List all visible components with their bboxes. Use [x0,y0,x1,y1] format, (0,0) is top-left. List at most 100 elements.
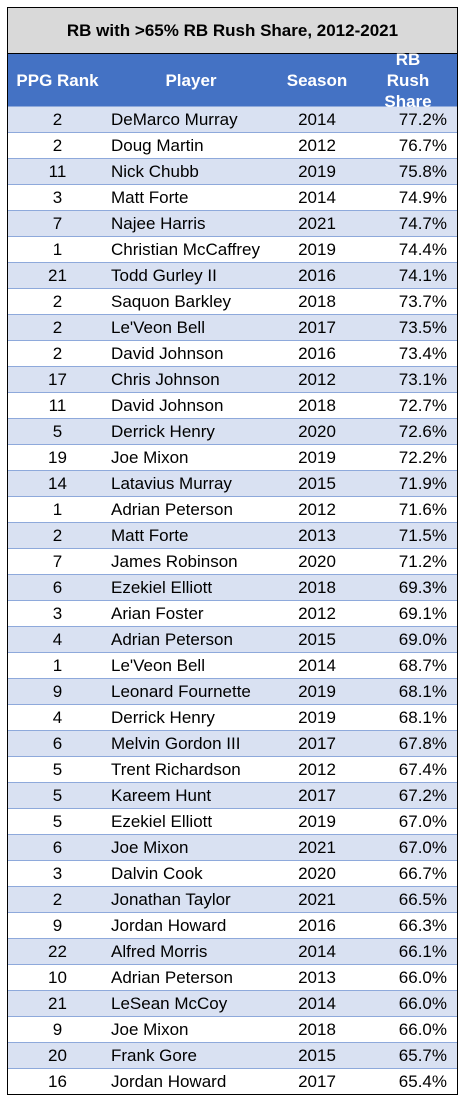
cell-player: Todd Gurley II [111,265,217,285]
cell-rb-rush-share: 74.4% [398,239,447,259]
rush-share-table: RB with >65% RB Rush Share, 2012-2021 PP… [7,7,458,1095]
cell-rb-rush-share: 67.8% [398,733,447,753]
cell-player: Matt Forte [111,187,189,207]
header-season: Season [286,70,348,90]
cell-player: Melvin Gordon III [111,733,241,753]
cell-season: 2013 [298,967,336,987]
table-row: 2 Le'Veon Bell 2017 73.5% [8,314,457,340]
cell-season: 2019 [298,447,336,467]
table-row: 1 Christian McCaffrey 2019 74.4% [8,236,457,262]
cell-ppg-rank: 22 [48,941,67,961]
cell-ppg-rank: 2 [52,317,63,337]
cell-player: Jordan Howard [111,915,227,935]
cell-rb-rush-share: 71.2% [398,551,447,571]
cell-rb-rush-share: 66.5% [398,889,447,909]
cell-player: James Robinson [111,551,238,571]
table-row: 16 Jordan Howard 2017 65.4% [8,1068,457,1094]
cell-ppg-rank: 6 [52,577,63,597]
cell-ppg-rank: 10 [48,967,67,987]
cell-ppg-rank: 1 [52,239,63,259]
cell-player: Chris Johnson [111,369,220,389]
cell-player: Najee Harris [111,213,206,233]
cell-player: Derrick Henry [111,707,215,727]
table-row: 14 Latavius Murray 2015 71.9% [8,470,457,496]
table-row: 2 Doug Martin 2012 76.7% [8,132,457,158]
cell-ppg-rank: 6 [52,733,63,753]
cell-ppg-rank: 17 [48,369,67,389]
cell-player: Doug Martin [111,135,204,155]
cell-player: David Johnson [111,343,224,363]
cell-season: 2012 [298,499,336,519]
table-row: 3 Arian Foster 2012 69.1% [8,600,457,626]
cell-season: 2012 [298,603,336,623]
table-row: 5 Trent Richardson 2012 67.4% [8,756,457,782]
cell-rb-rush-share: 76.7% [398,135,447,155]
table-row: 9 Leonard Fournette 2019 68.1% [8,678,457,704]
cell-rb-rush-share: 73.5% [398,317,447,337]
cell-season: 2020 [298,551,336,571]
cell-season: 2020 [298,863,336,883]
cell-player: Christian McCaffrey [111,239,260,259]
cell-ppg-rank: 2 [52,135,63,155]
table-row: 5 Ezekiel Elliott 2019 67.0% [8,808,457,834]
cell-player: Ezekiel Elliott [111,577,213,597]
cell-season: 2020 [298,421,336,441]
cell-player: Matt Forte [111,525,189,545]
cell-ppg-rank: 16 [48,1071,67,1091]
cell-rb-rush-share: 69.3% [398,577,447,597]
cell-rb-rush-share: 73.4% [398,343,447,363]
cell-season: 2012 [298,759,336,779]
cell-ppg-rank: 5 [52,421,63,441]
cell-ppg-rank: 2 [52,343,63,363]
cell-season: 2018 [298,1019,336,1039]
table-row: 7 James Robinson 2020 71.2% [8,548,457,574]
cell-player: Saquon Barkley [111,291,232,311]
table-row: 2 Saquon Barkley 2018 73.7% [8,288,457,314]
cell-rb-rush-share: 72.7% [398,395,447,415]
cell-season: 2021 [298,889,336,909]
cell-player: Joe Mixon [111,837,189,857]
table-row: 3 Matt Forte 2014 74.9% [8,184,457,210]
cell-ppg-rank: 21 [48,265,67,285]
table-row: 2 David Johnson 2016 73.4% [8,340,457,366]
cell-season: 2014 [298,993,336,1013]
cell-season: 2017 [298,1071,336,1091]
cell-rb-rush-share: 68.1% [398,707,447,727]
table-header: PPG Rank Player Season RB Rush Share [7,50,458,111]
cell-ppg-rank: 5 [52,785,63,805]
cell-ppg-rank: 11 [48,395,67,415]
table-row: 6 Ezekiel Elliott 2018 69.3% [8,574,457,600]
cell-player: Jonathan Taylor [111,889,231,909]
cell-player: Dalvin Cook [111,863,203,883]
cell-ppg-rank: 6 [52,837,63,857]
cell-season: 2018 [298,395,336,415]
cell-player: Joe Mixon [111,447,189,467]
cell-season: 2016 [298,915,336,935]
table-row: 1 Adrian Peterson 2012 71.6% [8,496,457,522]
cell-season: 2017 [298,733,336,753]
table-row: 11 Nick Chubb 2019 75.8% [8,158,457,184]
cell-season: 2019 [298,681,336,701]
table-row: 5 Kareem Hunt 2017 67.2% [8,782,457,808]
cell-rb-rush-share: 73.7% [398,291,447,311]
cell-rb-rush-share: 71.5% [398,525,447,545]
table-title: RB with >65% RB Rush Share, 2012-2021 [7,7,458,54]
cell-season: 2018 [298,577,336,597]
cell-ppg-rank: 1 [52,655,63,675]
cell-season: 2012 [298,135,336,155]
cell-season: 2019 [298,811,336,831]
table-row: 21 Todd Gurley II 2016 74.1% [8,262,457,288]
cell-rb-rush-share: 73.1% [398,369,447,389]
cell-rb-rush-share: 66.0% [398,1019,447,1039]
cell-rb-rush-share: 75.8% [398,161,447,181]
cell-rb-rush-share: 65.4% [398,1071,447,1091]
cell-ppg-rank: 2 [52,291,63,311]
table-row: 9 Joe Mixon 2018 66.0% [8,1016,457,1042]
cell-season: 2021 [298,213,336,233]
cell-rb-rush-share: 72.6% [398,421,447,441]
cell-season: 2014 [298,109,336,129]
cell-rb-rush-share: 66.0% [398,993,447,1013]
cell-rb-rush-share: 74.1% [398,265,447,285]
cell-season: 2016 [298,265,336,285]
cell-rb-rush-share: 71.9% [398,473,447,493]
